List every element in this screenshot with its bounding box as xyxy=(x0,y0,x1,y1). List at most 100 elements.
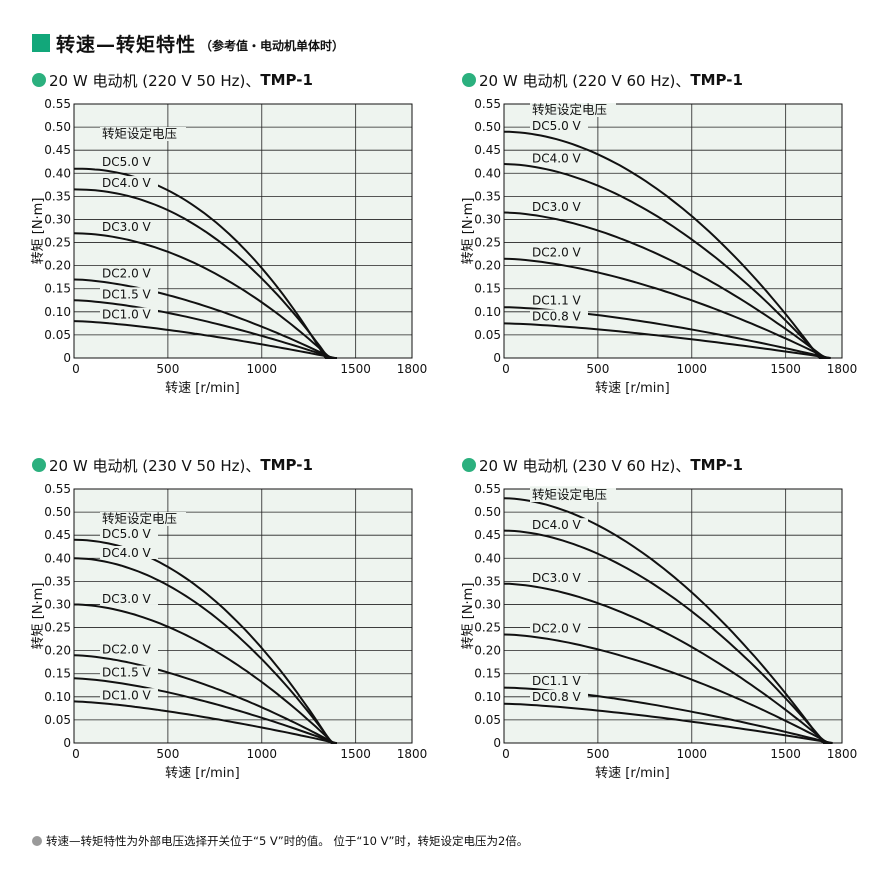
y-tick-label: 0.10 xyxy=(474,690,501,704)
series-label: DC0.8 V xyxy=(532,690,582,704)
x-tick-label: 1800 xyxy=(397,362,428,376)
series-line xyxy=(73,700,337,744)
bullet-dot-icon xyxy=(32,73,46,87)
chart-title-main: 20 W 电动机 (220 V 50 Hz)、 xyxy=(49,71,261,90)
y-tick-label: 0.05 xyxy=(474,328,501,342)
series-label-bg xyxy=(530,518,588,532)
series-line xyxy=(73,538,337,744)
y-tick-label: 0.25 xyxy=(44,236,71,250)
series-label: DC0.8 V xyxy=(532,309,582,323)
x-tick-label: 1000 xyxy=(677,362,708,376)
y-tick-label: 0.30 xyxy=(44,212,71,226)
series-label-bg xyxy=(100,307,158,321)
page-title: 转速—转矩特性 xyxy=(56,33,197,56)
x-tick-label: 1500 xyxy=(770,362,801,376)
y-tick-label: 0.30 xyxy=(474,597,501,611)
series-line xyxy=(73,557,337,744)
header-marker-icon xyxy=(32,34,50,52)
x-tick-label: 1000 xyxy=(247,747,278,761)
y-tick-label: 0.30 xyxy=(44,597,71,611)
series-label-bg xyxy=(530,199,588,213)
x-tick-label: 1500 xyxy=(340,362,371,376)
y-tick-label: 0.05 xyxy=(44,328,71,342)
y-tick-label: 0.35 xyxy=(474,574,501,588)
series-line xyxy=(503,130,824,359)
x-tick-label: 1800 xyxy=(827,747,858,761)
y-tick-label: 0.20 xyxy=(474,644,501,658)
x-axis-label: 转速 [r/min] xyxy=(595,381,670,396)
series-label: DC3.0 V xyxy=(102,220,152,234)
y-tick-label: 0 xyxy=(493,736,501,750)
y-tick-label: 0.20 xyxy=(474,259,501,273)
y-tick-label: 0.55 xyxy=(474,482,501,496)
series-line xyxy=(73,299,337,359)
series-line xyxy=(74,603,337,744)
y-tick-label: 0.55 xyxy=(44,482,71,496)
annotation-bg xyxy=(530,103,616,117)
y-axis-label: 转矩 [N·m] xyxy=(461,583,476,650)
annotation-label: 转矩设定电压 xyxy=(102,126,177,141)
series-label: DC2.0 V xyxy=(532,246,582,260)
x-tick-label: 0 xyxy=(502,747,510,761)
x-tick-label: 1800 xyxy=(827,362,858,376)
series-label-bg xyxy=(100,220,158,234)
series-label: DC3.0 V xyxy=(102,592,152,606)
series-label: DC3.0 V xyxy=(532,571,582,585)
y-tick-label: 0.35 xyxy=(44,574,71,588)
series-line xyxy=(503,529,828,744)
footnote-text: 转速—转矩特性为外部电压选择开关位于“5 V”时的值。 位于“10 V”时，转矩… xyxy=(46,834,529,848)
y-tick-label: 0.25 xyxy=(44,621,71,635)
y-tick-label: 0.50 xyxy=(474,505,501,519)
chart-title: 20 W 电动机 (230 V 50 Hz)、 TMP-1 xyxy=(32,455,313,475)
series-label-bg xyxy=(530,571,588,585)
bullet-dot-icon xyxy=(462,458,476,472)
series-line xyxy=(503,322,831,359)
series-label: DC5.0 V xyxy=(532,119,582,133)
series-label: DC1.1 V xyxy=(532,674,582,688)
chart-svg: 0 0.05 0.10 0.15 0.20 0.25 0.30 0.35 0.40 0.45 0.5… xyxy=(31,97,428,396)
annotation-label: 转矩设定电压 xyxy=(102,511,177,526)
annotation-label: 转矩设定电压 xyxy=(532,487,607,502)
chart-title-main: 20 W 电动机 (230 V 50 Hz)、 xyxy=(49,456,261,475)
footnote-dot-icon xyxy=(32,836,42,846)
y-tick-label: 0.20 xyxy=(44,259,71,273)
x-tick-label: 1000 xyxy=(677,747,708,761)
annotation-label: 转矩设定电压 xyxy=(532,102,607,117)
chart-title: 20 W 电动机 (220 V 50 Hz)、 TMP-1 xyxy=(32,70,313,90)
series-label: DC4.0 V xyxy=(102,176,152,190)
x-tick-label: 0 xyxy=(72,362,80,376)
series-label-bg xyxy=(530,309,588,323)
y-axis-label: 转矩 [N·m] xyxy=(31,198,46,265)
series-label-bg xyxy=(100,665,158,679)
series-label-bg xyxy=(530,689,588,703)
y-tick-label: 0.40 xyxy=(44,551,71,565)
series-line xyxy=(503,702,833,744)
series-label: DC2.0 V xyxy=(102,267,152,281)
series-label-bg xyxy=(100,688,158,702)
annotation-bg xyxy=(100,127,186,141)
x-tick-label: 500 xyxy=(156,362,179,376)
annotation-bg xyxy=(100,512,186,526)
series-line xyxy=(503,257,828,359)
x-tick-label: 1800 xyxy=(397,747,428,761)
chart-title-model: TMP-1 xyxy=(260,456,313,474)
y-tick-label: 0.05 xyxy=(474,713,501,727)
plot-frame xyxy=(73,103,413,359)
series-label-bg xyxy=(530,621,588,635)
x-tick-label: 500 xyxy=(156,747,179,761)
y-tick-label: 0.50 xyxy=(44,505,71,519)
y-tick-label: 0.25 xyxy=(474,236,501,250)
x-tick-label: 1000 xyxy=(247,362,278,376)
series-line xyxy=(73,188,337,359)
plot-frame xyxy=(73,488,413,744)
chart-svg: 0 0.05 0.10 0.15 0.20 0.25 0.30 0.35 0.40 0.45 0.5… xyxy=(461,482,858,781)
y-tick-label: 0.10 xyxy=(474,305,501,319)
chart-title-main: 20 W 电动机 (230 V 60 Hz)、 xyxy=(479,456,691,475)
y-tick-label: 0.10 xyxy=(44,690,71,704)
series-label: DC5.0 V xyxy=(102,155,152,169)
chart-svg: 0 0.05 0.10 0.15 0.20 0.25 0.30 0.35 0.40 0.45 0.5… xyxy=(31,482,428,781)
series-line xyxy=(73,232,337,359)
y-axis-label: 转矩 [N·m] xyxy=(31,583,46,650)
series-label: DC1.5 V xyxy=(102,666,152,680)
y-tick-label: 0.15 xyxy=(474,667,501,681)
